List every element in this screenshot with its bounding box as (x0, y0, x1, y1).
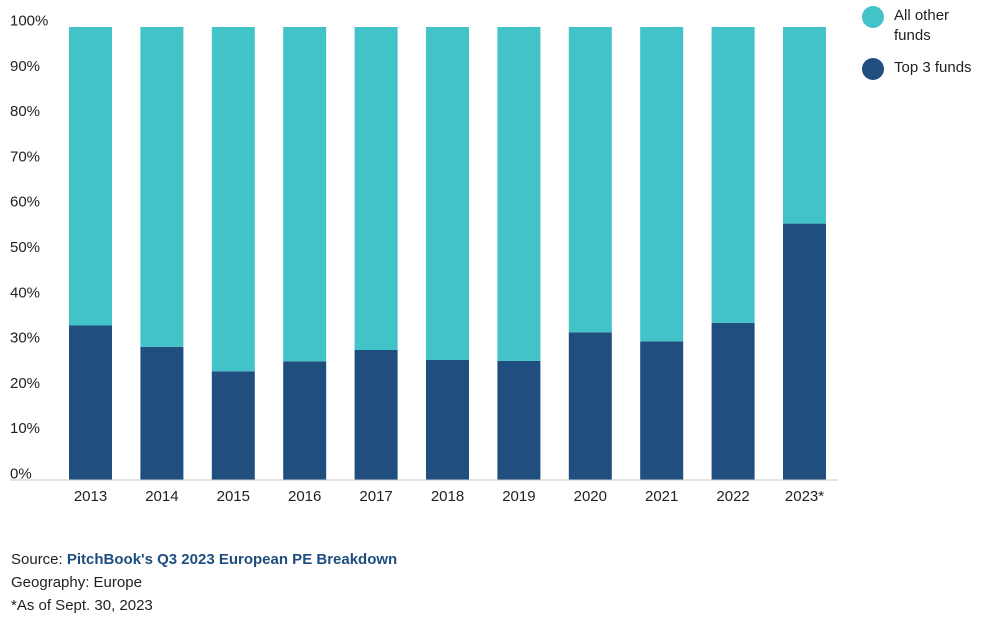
y-tick-label-0: 0% (10, 466, 32, 483)
bar-all-other-funds-2014 (140, 27, 184, 347)
bar-all-other-funds-2016 (283, 27, 327, 362)
bar-top-3-funds-2017 (354, 350, 398, 480)
y-tick-label-90: 90% (10, 58, 40, 75)
y-tick-label-30: 30% (10, 330, 40, 347)
bar-top-3-funds-2020 (568, 332, 612, 480)
y-tick-label-50: 50% (10, 239, 40, 256)
source-prefix: Source: (11, 551, 67, 568)
legend-label-all-other-funds: All other funds (894, 7, 950, 44)
y-tick-label-70: 70% (10, 148, 40, 165)
x-tick-label-2019: 2019 (502, 488, 535, 505)
y-tick-label-100: 100% (10, 13, 48, 30)
x-tick-label-2020: 2020 (574, 488, 607, 505)
bar-top-3-funds-2013 (69, 325, 112, 480)
legend: All other funds Top 3 funds (862, 6, 987, 92)
x-tick-label-2016: 2016 (288, 488, 321, 505)
stacked-bar-chart: 0%10%20%30%40%50%60%70%80%90%100% 2013 20… (10, 13, 838, 505)
bar-top-3-funds-2021 (640, 341, 684, 480)
source-link[interactable]: PitchBook's Q3 2023 European PE Breakdow… (66, 551, 398, 568)
x-tick-label-2021: 2021 (645, 488, 678, 505)
bar-all-other-funds-2017 (354, 27, 398, 350)
bar-top-3-funds-2023 (783, 223, 826, 480)
bar-top-3-funds-2014 (140, 346, 184, 480)
bar-top-3-funds-2018 (426, 360, 469, 480)
y-tick-label-20: 20% (10, 375, 40, 392)
x-tick-label-2017: 2017 (359, 488, 392, 505)
x-tick-label-2014: 2014 (145, 488, 178, 505)
bar-all-other-funds-2020 (568, 27, 612, 333)
legend-swatch-top-3-funds (862, 58, 884, 80)
x-axis: 2013 2014 2015 2016 2017 2018 2019 2020 2021 2022… (74, 488, 824, 505)
x-tick-label-2022: 2022 (716, 488, 749, 505)
y-tick-label-10: 10% (10, 420, 40, 437)
bar-top-3-funds-2016 (283, 361, 327, 480)
x-tick-label-2023: 2023* (785, 488, 824, 505)
legend-swatch-all-other-funds (862, 6, 884, 28)
legend-item-top-3-funds[interactable]: Top 3 funds (862, 58, 987, 80)
chart-footer: Source: PitchBook's Q3 2023 European PE … (11, 548, 397, 617)
y-tick-label-80: 80% (10, 103, 40, 120)
bar-all-other-funds-2023 (783, 27, 826, 224)
bar-top-3-funds-2015 (211, 371, 255, 480)
bar-top-3-funds-2019 (497, 360, 541, 480)
bar-all-other-funds-2022 (711, 27, 755, 323)
bar-all-other-funds-2013 (69, 27, 112, 326)
bar-top-3-funds-2022 (711, 322, 755, 480)
legend-label-top-3-funds: Top 3 funds (894, 59, 972, 76)
geography-note: Geography: Europe (11, 574, 142, 591)
bar-all-other-funds-2021 (640, 27, 684, 342)
x-tick-label-2015: 2015 (217, 488, 250, 505)
y-tick-label-40: 40% (10, 284, 40, 301)
date-note: *As of Sept. 30, 2023 (11, 597, 153, 614)
bars-group (69, 27, 826, 480)
legend-item-all-other-funds[interactable]: All other funds (862, 6, 987, 46)
bar-all-other-funds-2018 (426, 27, 469, 360)
x-tick-label-2013: 2013 (74, 488, 107, 505)
x-tick-label-2018: 2018 (431, 488, 464, 505)
y-tick-label-60: 60% (10, 194, 40, 211)
y-axis: 0% 10% 20% 30% 40% 50% 60% 70% 80% 90% 100% (10, 13, 48, 483)
bar-all-other-funds-2019 (497, 27, 541, 361)
bar-all-other-funds-2015 (211, 27, 255, 372)
source-line: Source: PitchBook's Q3 2023 European PE … (11, 548, 397, 571)
